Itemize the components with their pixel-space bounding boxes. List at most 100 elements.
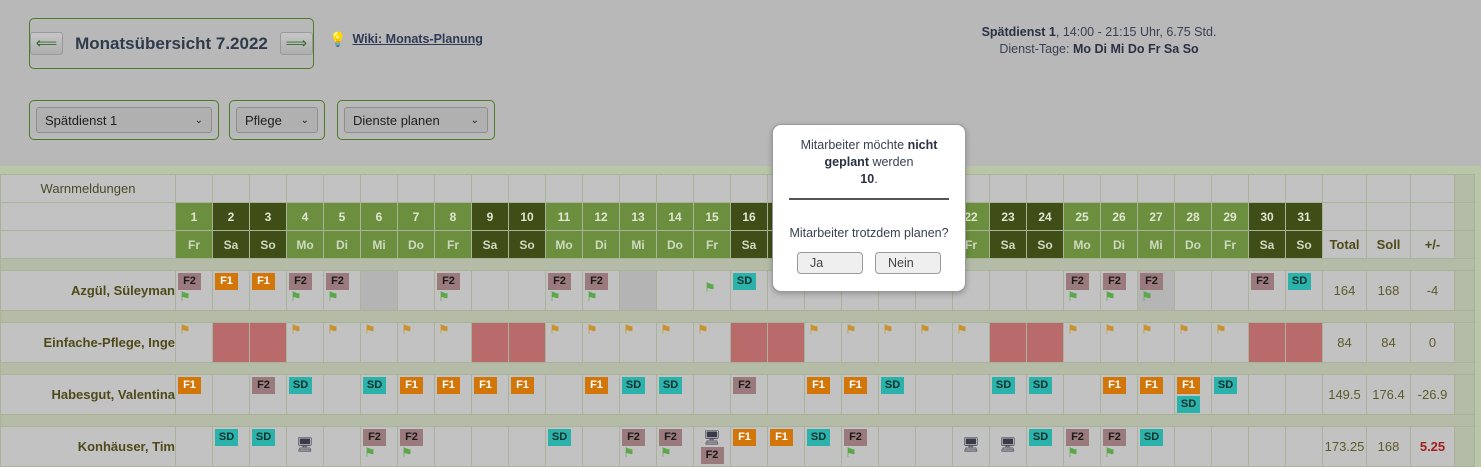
duty-chip-f1[interactable]: F1 (1103, 377, 1126, 394)
duty-chip-f2[interactable]: F2 (289, 273, 312, 290)
duty-chip-f2[interactable]: F2 (1140, 273, 1163, 290)
duty-chip-sd[interactable]: SD (1177, 396, 1200, 413)
duty-chip-f2[interactable]: F2 (326, 273, 349, 290)
shift-cell[interactable] (508, 426, 546, 467)
dow-header-So-10[interactable]: So (508, 230, 546, 259)
warnings-cell[interactable] (212, 174, 250, 203)
shift-cell[interactable] (545, 374, 583, 415)
shift-cell[interactable]: F1 (767, 426, 805, 467)
shift-cell[interactable]: F1 (804, 374, 842, 415)
shift-cell[interactable]: ⚑ (693, 270, 731, 311)
shift-cell[interactable] (1248, 374, 1286, 415)
day-header-2[interactable]: 2 (212, 202, 250, 231)
shift-cell[interactable]: SD (249, 426, 287, 467)
day-header-24[interactable]: 24 (1026, 202, 1064, 231)
shift-cell[interactable] (360, 270, 398, 311)
shift-cell[interactable]: F1 (175, 374, 213, 415)
shift-cell[interactable]: F2 ⚑ (841, 426, 879, 467)
employee-name[interactable]: Azgül, Süleyman (0, 270, 176, 311)
shift-cell[interactable] (1248, 322, 1286, 363)
duty-chip-f2[interactable]: F2 (1103, 273, 1126, 290)
shift-cell[interactable] (1026, 270, 1064, 311)
duty-chip-f1[interactable]: F1 (844, 377, 867, 394)
duty-chip-f1[interactable]: F1 (1177, 377, 1200, 394)
warnings-cell[interactable] (175, 174, 213, 203)
duty-chip-f1[interactable]: F1 (215, 273, 238, 290)
employee-name[interactable]: Einfache-Pflege, Inge (0, 322, 176, 363)
duty-chip-f2[interactable]: F2 (1103, 429, 1126, 446)
day-header-7[interactable]: 7 (397, 202, 435, 231)
shift-cell[interactable]: F2 (730, 374, 768, 415)
day-header-16[interactable]: 16 (730, 202, 768, 231)
duty-chip-f1[interactable]: F1 (400, 377, 423, 394)
shift-cell[interactable]: F1 (249, 270, 287, 311)
shift-cell[interactable] (1248, 426, 1286, 467)
shift-cell[interactable]: SD (804, 426, 842, 467)
shift-cell[interactable]: SD (1026, 374, 1064, 415)
shift-cell[interactable]: ⚑ (360, 322, 398, 363)
shift-cell[interactable]: SD (286, 374, 324, 415)
shift-cell[interactable]: F2 ⚑ (175, 270, 213, 311)
duty-chip-f2[interactable]: F2 (1066, 273, 1089, 290)
shift-cell[interactable]: F1 (1137, 374, 1175, 415)
shift-cell[interactable] (989, 322, 1027, 363)
shift-cell[interactable]: SD (730, 270, 768, 311)
shift-cell[interactable] (471, 322, 509, 363)
duty-chip-f2[interactable]: F2 (178, 273, 201, 290)
dow-header-Mo-25[interactable]: Mo (1063, 230, 1101, 259)
mode-select[interactable]: Dienste planen ⌄ (344, 107, 488, 133)
dow-header-Di-5[interactable]: Di (323, 230, 361, 259)
shift-cell[interactable]: 🖥 (989, 426, 1027, 467)
shift-cell[interactable] (767, 322, 805, 363)
shift-cell[interactable] (693, 374, 731, 415)
duty-chip-f1[interactable]: F1 (807, 377, 830, 394)
day-header-3[interactable]: 3 (249, 202, 287, 231)
warnings-cell[interactable] (249, 174, 287, 203)
shift-cell[interactable]: F1 (841, 374, 879, 415)
shift-cell[interactable]: SD (619, 374, 657, 415)
shift-cell[interactable]: ⚑ (656, 322, 694, 363)
dow-header-Sa-16[interactable]: Sa (730, 230, 768, 259)
shift-cell[interactable] (471, 426, 509, 467)
shift-cell[interactable]: SD (212, 426, 250, 467)
shift-cell[interactable] (471, 270, 509, 311)
dow-header-So-24[interactable]: So (1026, 230, 1064, 259)
shift-cell[interactable]: F1 (730, 426, 768, 467)
shift-cell[interactable] (1285, 426, 1323, 467)
duty-chip-f1[interactable]: F1 (770, 429, 793, 446)
duty-chip-f2[interactable]: F2 (437, 273, 460, 290)
day-header-8[interactable]: 8 (434, 202, 472, 231)
shift-cell[interactable]: ⚑ (915, 322, 953, 363)
warnings-cell[interactable] (545, 174, 583, 203)
wiki-link-group[interactable]: 💡 Wiki: Monats-Planung (329, 32, 483, 46)
shift-cell[interactable]: F1 SD (1174, 374, 1212, 415)
warnings-cell[interactable] (989, 174, 1027, 203)
dow-header-Mi-6[interactable]: Mi (360, 230, 398, 259)
shift-cell[interactable]: F2 (249, 374, 287, 415)
employee-name[interactable]: Habesgut, Valentina (0, 374, 176, 415)
shift-cell[interactable] (323, 374, 361, 415)
warnings-cell[interactable] (1248, 174, 1286, 203)
duty-chip-f1[interactable]: F1 (474, 377, 497, 394)
duty-chip-f1[interactable]: F1 (252, 273, 275, 290)
shift-cell[interactable]: F1 (212, 270, 250, 311)
shift-cell[interactable]: ⚑ (323, 322, 361, 363)
shift-cell[interactable]: F1 (471, 374, 509, 415)
day-header-10[interactable]: 10 (508, 202, 546, 231)
shift-cell[interactable] (508, 322, 546, 363)
shift-cell[interactable]: ⚑ (804, 322, 842, 363)
shift-cell[interactable]: ⚑ (582, 322, 620, 363)
shift-cell[interactable] (952, 374, 990, 415)
shift-cell[interactable]: F1 (508, 374, 546, 415)
day-header-29[interactable]: 29 (1211, 202, 1249, 231)
shift-cell[interactable] (1285, 322, 1323, 363)
warnings-cell[interactable] (582, 174, 620, 203)
shift-cell[interactable]: F2 ⚑ (619, 426, 657, 467)
duty-chip-f1[interactable]: F1 (1140, 377, 1163, 394)
warnings-cell[interactable] (1026, 174, 1064, 203)
warnings-cell[interactable] (508, 174, 546, 203)
shift-cell[interactable]: F2 ⚑ (1100, 270, 1138, 311)
dow-header-Mi-13[interactable]: Mi (619, 230, 657, 259)
dow-header-Sa-30[interactable]: Sa (1248, 230, 1286, 259)
shift-cell[interactable]: F2 ⚑ (360, 426, 398, 467)
